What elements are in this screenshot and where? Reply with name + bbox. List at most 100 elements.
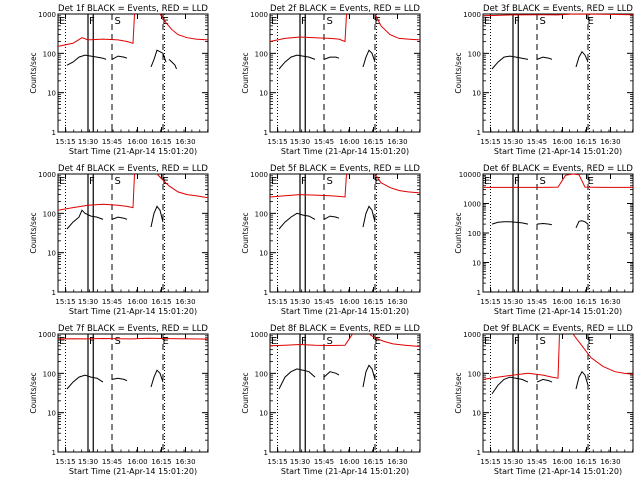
y-tick-label: 100 (43, 50, 56, 58)
event-marker: E (271, 176, 277, 187)
y-tick-label: 100 (255, 50, 268, 58)
x-tick-label: 16:30 (600, 138, 620, 146)
event-marker: E (375, 176, 381, 187)
event-marker: S (540, 336, 546, 347)
y-axis-label: Counts/sec (241, 212, 250, 253)
events-series-line (491, 221, 529, 225)
chart-panel-2: Det 2f BLACK = Events, RED = LLD E F S E 1 10 1… (241, 4, 421, 156)
events-series-line (111, 55, 128, 60)
event-marker: S (115, 176, 121, 187)
chart-title: Det 5f BLACK = Events, RED = LLD (270, 164, 420, 174)
x-tick-label: 15:45 (314, 138, 334, 146)
chart-title: Det 8f BLACK = Events, RED = LLD (270, 324, 420, 334)
events-series-line (150, 369, 164, 388)
y-tick-label: 1000 (250, 331, 268, 339)
y-tick-label: 1000 (38, 331, 56, 339)
plot-frame (482, 173, 634, 293)
y-tick-label: 10 (472, 90, 481, 98)
event-marker: F (89, 16, 95, 27)
y-tick-label: 1000 (250, 171, 268, 179)
event-marker: E (59, 336, 65, 347)
x-tick-label: 16:30 (387, 138, 407, 146)
x-tick-label: 15:45 (102, 298, 122, 306)
plot-frame (482, 333, 634, 453)
lld-series-line (156, 173, 209, 199)
x-tick-label: 15:30 (290, 298, 310, 306)
x-axis-label: Start Time (21-Apr-14 15:01:20) (494, 307, 622, 316)
lld-series-line (483, 173, 633, 188)
plot-frame (482, 13, 634, 133)
event-marker: E (375, 336, 381, 347)
events-series-line (111, 216, 128, 220)
event-marker: E (59, 16, 65, 27)
y-tick-label: 1 (52, 289, 56, 297)
event-marker: E (163, 176, 169, 187)
lld-series-line (269, 13, 347, 43)
events-series-line (536, 56, 553, 60)
x-tick-label: 16:15 (151, 458, 171, 466)
lld-series-line (374, 13, 421, 41)
events-series-line (323, 371, 340, 378)
x-tick-label: 16:00 (552, 138, 572, 146)
y-tick-label: 1000 (463, 201, 481, 209)
x-tick-label: 16:30 (175, 138, 195, 146)
x-tick-label: 16:00 (339, 458, 359, 466)
x-tick-label: 15:15 (480, 458, 500, 466)
event-marker: S (115, 336, 121, 347)
y-tick-label: 100 (43, 210, 56, 218)
x-tick-label: 15:15 (267, 458, 287, 466)
x-tick-label: 16:00 (552, 458, 572, 466)
x-tick-label: 15:30 (78, 138, 98, 146)
events-series-line (362, 364, 376, 388)
events-series-line (66, 374, 104, 390)
y-tick-label: 10 (47, 90, 56, 98)
x-tick-label: 16:30 (175, 298, 195, 306)
event-marker: S (540, 16, 546, 27)
event-marker: E (484, 336, 490, 347)
chart-title: Det 2f BLACK = Events, RED = LLD (270, 4, 420, 14)
y-tick-label: 1000 (250, 11, 268, 19)
events-series-line (323, 215, 340, 220)
events-series-line (491, 376, 529, 395)
chart-panel-4: Det 4f BLACK = Events, RED = LLD E F S E 1 10 1… (29, 164, 209, 316)
event-marker: E (588, 176, 594, 187)
x-tick-label: 15:30 (78, 458, 98, 466)
x-tick-label: 15:45 (314, 298, 334, 306)
chart-panel-9: Det 9f BLACK = Events, RED = LLD E F S E 1 10 1… (454, 324, 634, 476)
y-tick-label: 1000 (38, 171, 56, 179)
events-series-line (575, 220, 589, 229)
x-axis-label: Start Time (21-Apr-14 15:01:20) (281, 467, 409, 476)
events-series-line (168, 59, 177, 70)
x-tick-label: 15:30 (290, 138, 310, 146)
chart-title: Det 9f BLACK = Events, RED = LLD (483, 324, 633, 334)
lld-series-line (482, 333, 560, 380)
lld-series-line (368, 333, 421, 347)
y-tick-label: 10 (472, 410, 481, 418)
x-tick-label: 16:30 (387, 458, 407, 466)
event-marker: F (89, 176, 95, 187)
x-tick-label: 15:15 (55, 138, 75, 146)
y-tick-label: 1 (477, 289, 481, 297)
plot-frame (57, 173, 209, 293)
x-tick-label: 15:30 (503, 138, 523, 146)
x-tick-label: 16:30 (600, 298, 620, 306)
x-axis-label: Start Time (21-Apr-14 15:01:20) (281, 147, 409, 156)
x-tick-label: 15:15 (480, 298, 500, 306)
lld-series-line (57, 173, 135, 211)
y-axis-label: Counts/sec (241, 372, 250, 413)
events-series-line (575, 50, 589, 68)
x-tick-label: 15:45 (102, 138, 122, 146)
plot-frame (269, 13, 421, 133)
chart-panel-6: Det 6f BLACK = Events, RED = LLD E F S E 1 10 1… (454, 164, 634, 316)
y-tick-label: 100 (468, 230, 481, 238)
x-tick-label: 16:15 (151, 298, 171, 306)
y-tick-label: 100 (255, 210, 268, 218)
x-tick-label: 15:15 (267, 298, 287, 306)
event-marker: E (163, 336, 169, 347)
events-series-line (111, 377, 128, 382)
x-tick-label: 16:15 (576, 298, 596, 306)
lld-series-line (159, 13, 209, 41)
x-tick-label: 15:30 (503, 458, 523, 466)
x-tick-label: 16:15 (576, 458, 596, 466)
x-axis-label: Start Time (21-Apr-14 15:01:20) (69, 467, 197, 476)
